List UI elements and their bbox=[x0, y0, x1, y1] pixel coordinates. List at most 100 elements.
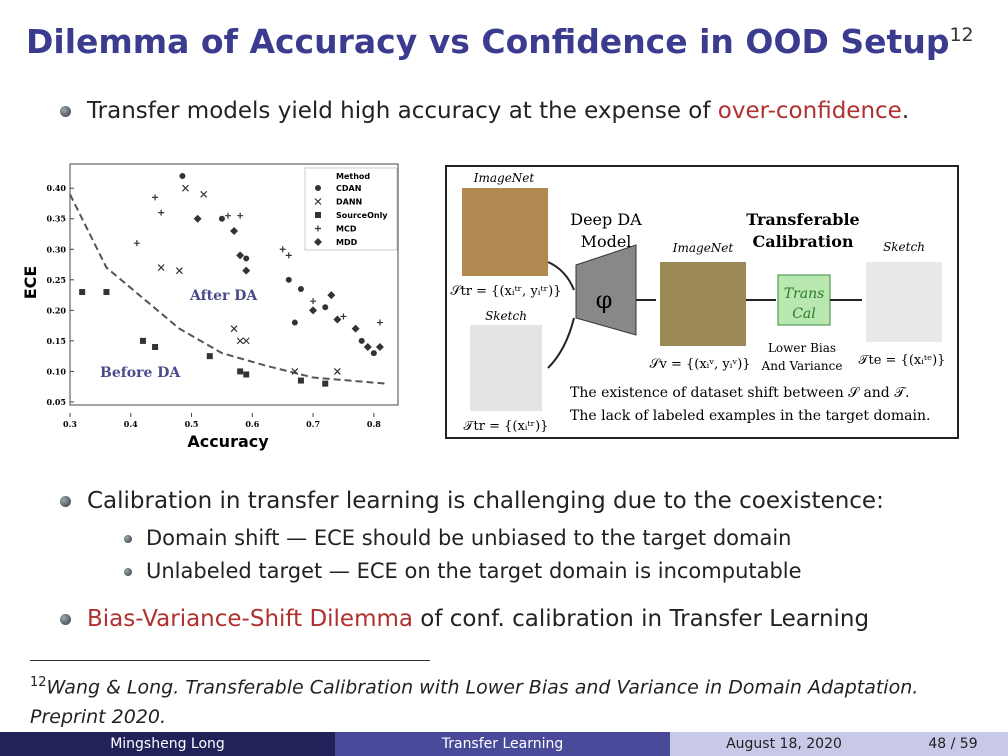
point bbox=[375, 342, 384, 351]
point bbox=[376, 319, 383, 326]
cal-box-label: Cal bbox=[792, 306, 816, 322]
legend-marker bbox=[314, 198, 322, 205]
point bbox=[79, 289, 86, 296]
point bbox=[225, 212, 231, 219]
bullet: Calibration in transfer learning is chal… bbox=[60, 488, 884, 583]
point bbox=[358, 337, 365, 344]
footer-page: 48 / 59 bbox=[898, 732, 1008, 756]
point bbox=[182, 184, 189, 192]
annotation: Before DA bbox=[100, 365, 181, 381]
bullet-dot bbox=[60, 106, 71, 117]
point bbox=[230, 226, 239, 235]
bullet-dot bbox=[60, 496, 71, 507]
cal-note: And Variance bbox=[761, 359, 843, 373]
model-shape bbox=[575, 244, 637, 336]
y-tick-label: 0.30 bbox=[47, 244, 67, 254]
slide-title: Dilemma of Accuracy vs Confidence in OOD… bbox=[26, 22, 974, 61]
point bbox=[243, 255, 250, 262]
legend-marker bbox=[315, 185, 321, 191]
set-formula: 𝒮tr = {(xᵢᵗʳ, yᵢᵗʳ)} bbox=[451, 284, 562, 299]
frontier-curve bbox=[69, 193, 387, 385]
legend-title: Method bbox=[336, 172, 370, 181]
point bbox=[152, 343, 159, 350]
x-tick-label: 0.7 bbox=[306, 419, 320, 429]
image-label: ImageNet bbox=[473, 171, 535, 185]
point bbox=[206, 353, 213, 360]
cal-title: Transferable bbox=[746, 210, 859, 229]
footer-author: Mingsheng Long bbox=[0, 732, 335, 756]
cal-note: Lower Bias bbox=[768, 341, 836, 355]
figure: 0.3 0.4 0.5 0.6 0.7 0.8 0.05 0.10 0.15 0.20 0.25 0.… bbox=[21, 163, 959, 451]
point bbox=[133, 240, 140, 247]
footnote-mark: 12 bbox=[949, 24, 974, 46]
y-tick-label: 0.05 bbox=[47, 397, 66, 407]
point bbox=[158, 209, 165, 216]
diagram-note: The existence of dataset shift between 𝒮… bbox=[570, 385, 909, 401]
point bbox=[218, 215, 225, 222]
legend-label: CDAN bbox=[336, 184, 361, 193]
point bbox=[322, 380, 329, 387]
bullet: Bias-Variance-Shift Dilemma of conf. cal… bbox=[60, 606, 869, 632]
point bbox=[236, 337, 244, 345]
footnote-rule bbox=[30, 660, 430, 661]
legend-label: MDD bbox=[336, 238, 358, 247]
point bbox=[243, 371, 250, 378]
point bbox=[279, 246, 286, 253]
point bbox=[237, 368, 244, 375]
point bbox=[333, 367, 341, 375]
x-axis-label: Accuracy bbox=[187, 432, 269, 451]
bullet-text: over-confidence bbox=[717, 98, 902, 124]
point bbox=[242, 337, 250, 345]
point bbox=[327, 291, 336, 300]
sketch-test-photo bbox=[866, 262, 942, 342]
point bbox=[193, 214, 202, 223]
footnote-text: Wang & Long. Transferable Calibration wi… bbox=[30, 676, 919, 729]
plot-frame bbox=[69, 163, 399, 406]
sketch-photo bbox=[470, 325, 542, 411]
sub-bullet-text: Unlabeled target — ECE on the target dom… bbox=[146, 559, 802, 583]
imagenet-val-photo bbox=[660, 262, 746, 346]
point bbox=[103, 289, 110, 296]
x-tick-label: 0.6 bbox=[245, 419, 259, 429]
legend-label: DANN bbox=[336, 198, 362, 207]
annotation: After DA bbox=[189, 288, 258, 304]
footnote-number: 12 bbox=[30, 675, 47, 690]
set-formula: 𝒯tr = {(xᵢᵗʳ)} bbox=[464, 419, 549, 434]
diagram-frame bbox=[445, 165, 959, 439]
title-text: Dilemma of Accuracy vs Confidence in OOD… bbox=[26, 22, 950, 61]
point bbox=[322, 304, 329, 311]
y-axis-label: ECE bbox=[21, 266, 40, 300]
y-tick-label: 0.25 bbox=[47, 275, 66, 285]
x-tick-label: 0.5 bbox=[185, 419, 199, 429]
bullet-text: . bbox=[901, 98, 910, 124]
x-tick-label: 0.8 bbox=[367, 419, 381, 429]
bullet-dot bbox=[124, 568, 132, 576]
point bbox=[237, 212, 244, 219]
bullet-text: Calibration in transfer learning is chal… bbox=[87, 488, 884, 514]
legend-marker bbox=[315, 212, 321, 218]
point bbox=[291, 367, 299, 375]
image-label: ImageNet bbox=[672, 241, 734, 255]
point bbox=[152, 194, 159, 201]
footnote: 12Wang & Long. Transferable Calibration … bbox=[30, 668, 930, 732]
point bbox=[236, 251, 245, 260]
point bbox=[179, 173, 186, 179]
image-label: Sketch bbox=[883, 240, 925, 254]
set-formula: 𝒮v = {(xᵢᵛ, yᵢᵛ)} bbox=[649, 357, 750, 372]
point bbox=[139, 337, 146, 344]
x-tick-label: 0.4 bbox=[124, 419, 138, 429]
point bbox=[310, 298, 317, 305]
imagenet-photo bbox=[462, 188, 548, 276]
legend-marker bbox=[314, 238, 322, 246]
y-tick-label: 0.10 bbox=[47, 366, 67, 376]
sub-bullet-text: Domain shift — ECE should be unbiased to… bbox=[146, 526, 792, 550]
point bbox=[157, 264, 165, 272]
footer-talk: Transfer Learning bbox=[335, 732, 670, 756]
point bbox=[297, 285, 304, 292]
image-label: Sketch bbox=[485, 309, 527, 323]
sub-bullet: Unlabeled target — ECE on the target dom… bbox=[124, 559, 802, 583]
bullet-text: of conf. calibration in Transfer Learnin… bbox=[413, 606, 870, 632]
sub-bullet: Domain shift — ECE should be unbiased to… bbox=[124, 526, 792, 550]
point bbox=[230, 325, 238, 333]
